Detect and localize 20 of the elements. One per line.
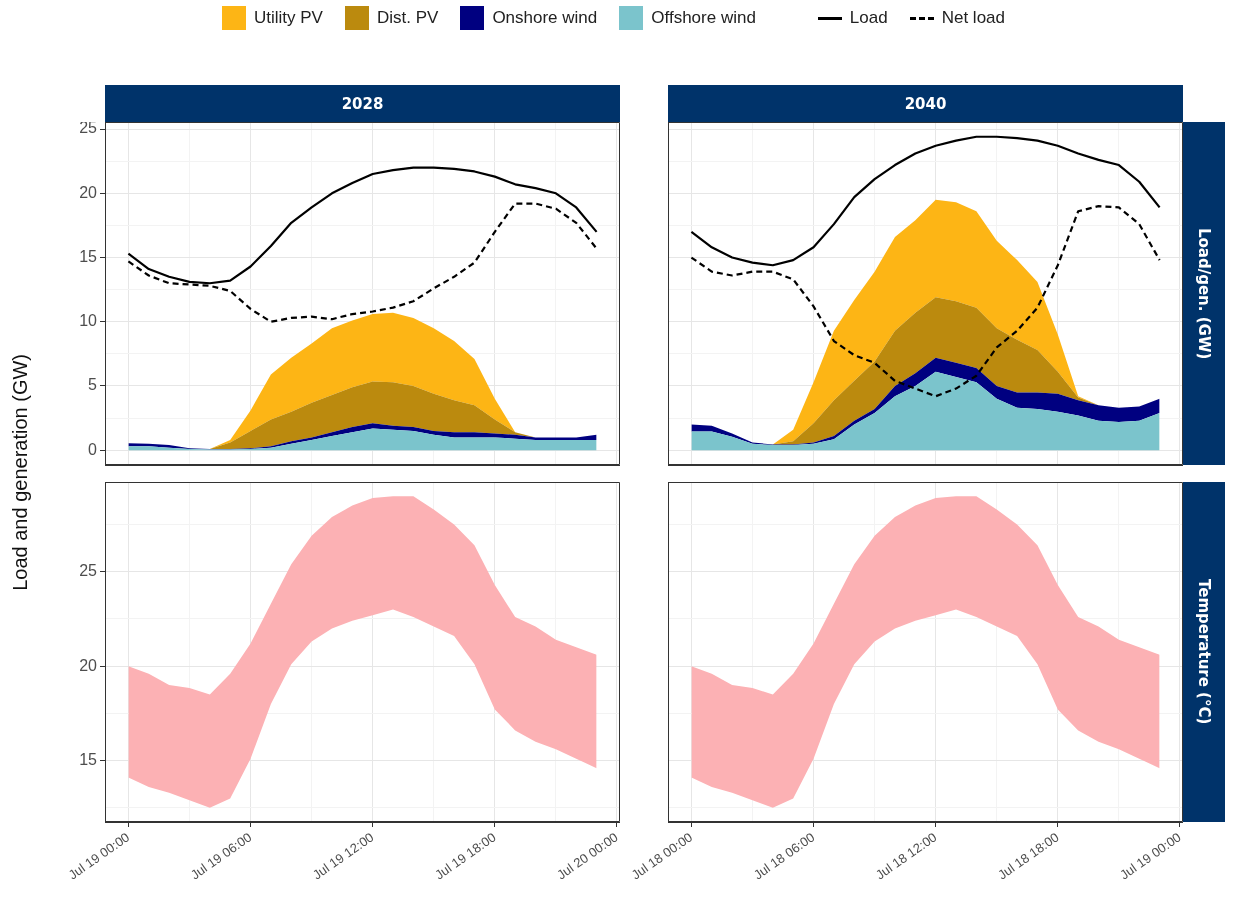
y2-axis-title: Load/gen. (GW) xyxy=(1183,122,1225,465)
y2-axis-title: Temperature (°C) xyxy=(1183,482,1225,822)
y-tick-label: 0 xyxy=(88,440,98,458)
y-tick-label: 5 xyxy=(88,376,98,394)
legend-label: Load xyxy=(849,8,888,28)
legend-label: Offshore wind xyxy=(651,8,756,28)
y-tick-label: 25 xyxy=(79,562,98,580)
chart-title: 2040 xyxy=(668,85,1183,122)
chart-title: 2028 xyxy=(105,85,620,122)
y-tick-label: 15 xyxy=(79,247,98,265)
legend-label: Dist. PV xyxy=(376,8,439,28)
legend-label: Net load xyxy=(941,8,1005,28)
legend-label: Onshore wind xyxy=(492,8,598,28)
y-axis-title: Load and generation (GW) xyxy=(8,353,32,591)
y-tick-label: 25 xyxy=(79,119,98,137)
legend-label: Utility PV xyxy=(254,8,323,28)
y-tick-label: 15 xyxy=(79,751,98,769)
y-tick-label: 20 xyxy=(79,656,98,674)
y-tick-label: 10 xyxy=(79,312,98,330)
y-tick-label: 20 xyxy=(79,183,98,201)
